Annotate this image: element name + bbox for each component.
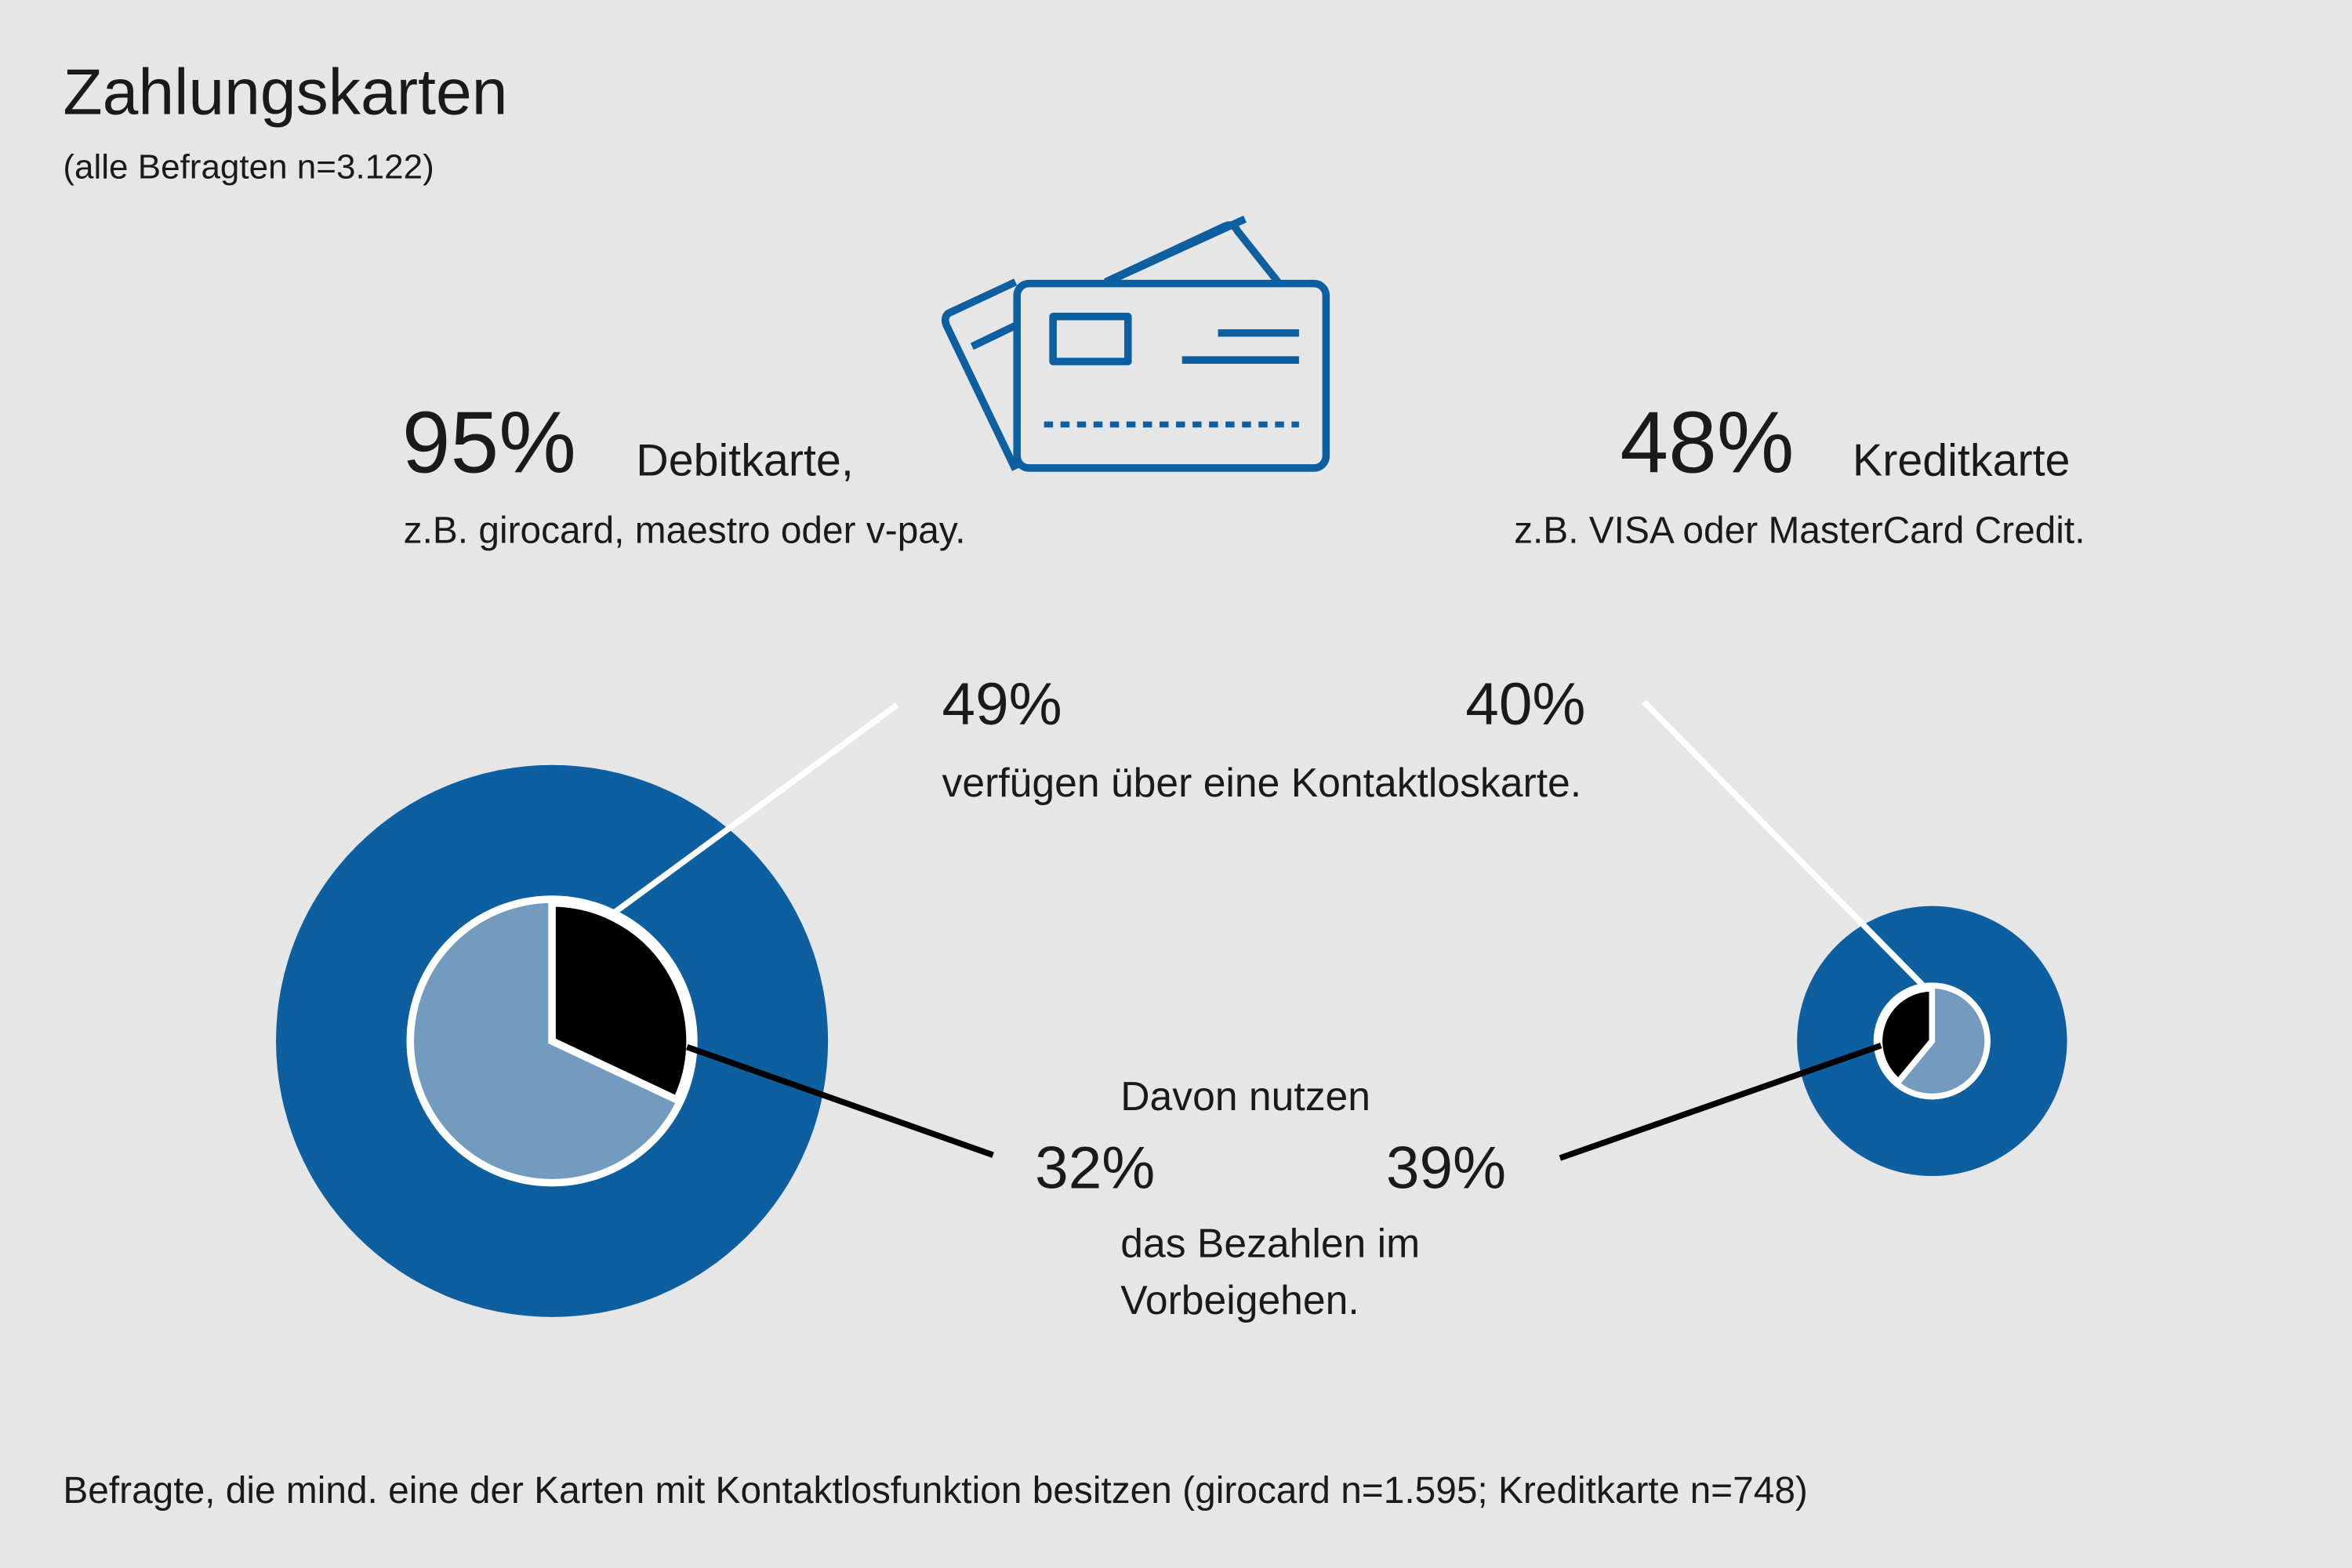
footnote: Befragte, die mind. eine der Karten mit …: [63, 1470, 1808, 1512]
usage-line1: das Bezahlen im: [1120, 1221, 1421, 1266]
credit-contactless-percent: 40%: [1465, 672, 1586, 739]
debit-usage-leader-line: [686, 1044, 994, 1158]
credit-percent: 48%: [1620, 394, 1795, 492]
usage-intro: Davon nutzen: [1120, 1073, 1371, 1120]
debit-usage-percent: 32%: [1035, 1135, 1156, 1202]
debit-usage-slice: [548, 899, 694, 1105]
debit-contactless-percent: 49%: [942, 672, 1062, 739]
credit-contactless-leader-line: [1642, 699, 1927, 989]
page-subtitle: (alle Befragten n=3.122): [63, 147, 434, 187]
credit-label: Kreditkarte: [1852, 436, 2071, 486]
credit-examples: z.B. VISA oder MasterCard Credit.: [1514, 510, 2085, 553]
credit-card-icon: [941, 215, 1330, 472]
contactless-text: verfügen über eine Kontaktloskarte.: [942, 760, 1582, 806]
credit-usage-slice: [1876, 985, 1936, 1086]
debit-examples: z.B. girocard, maestro oder v-pay.: [403, 510, 966, 553]
credit-usage-percent: 39%: [1385, 1135, 1507, 1202]
debit-percent: 95%: [401, 394, 576, 492]
usage-line2: Vorbeigehen.: [1120, 1278, 1359, 1323]
page-title: Zahlungskarten: [63, 56, 508, 129]
credit-usage-leader-line: [1559, 1042, 1882, 1161]
debit-contactless-leader-line: [613, 702, 899, 915]
debit-label: Debitkarte,: [636, 436, 854, 486]
